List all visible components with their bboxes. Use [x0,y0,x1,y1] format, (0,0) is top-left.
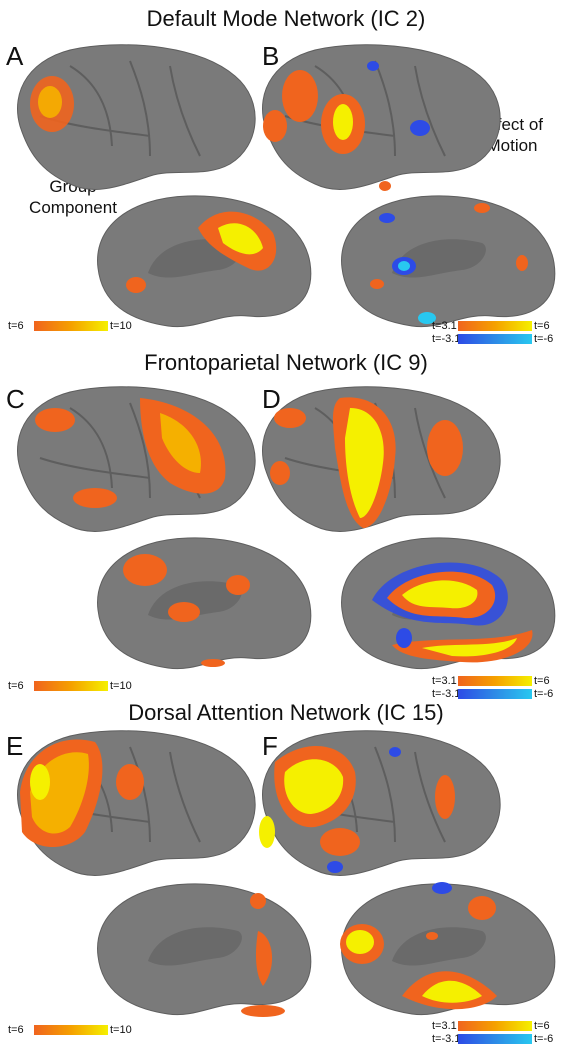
panel-label-c: C [6,384,25,414]
colorbar-pos-max: t=6 [534,1020,550,1033]
brain-lateral-a [17,44,256,190]
section-title-dorsal-attention: Dorsal Attention Network (IC 15) [128,700,444,725]
colorbar-max: t=10 [110,1024,132,1037]
colorbar-min: t=6 [8,680,24,693]
panel-label-e: E [6,731,24,761]
colorbar-neg-min: t=-3.1 [432,1033,461,1046]
colorbar-neg-max: t=-6 [534,333,554,346]
brain-medial-a [97,195,312,328]
panel-label-f: F [262,731,278,761]
brain-medial-b [341,195,556,328]
brain-medial-d [341,537,556,670]
brain-medial-c [97,537,312,670]
colorbar-neg-min: t=-3.1 [432,333,461,346]
panel-label-d: D [262,384,281,414]
colorbar-pos-max: t=6 [534,675,550,688]
colorbar-neg-max: t=-6 [534,1033,554,1046]
brain-lateral-f [259,730,501,876]
brain-lateral-d [262,386,501,532]
note-line: Component [29,198,117,217]
panel-label-b: B [262,41,280,71]
colorbar-max: t=10 [110,680,132,693]
colorbar-pos-min: t=3.1 [432,1020,457,1033]
colorbar-min: t=6 [8,320,24,333]
note-line: Motion [486,136,538,155]
section-title-frontoparietal: Frontoparietal Network (IC 9) [144,350,428,375]
brain-medial-e [97,883,312,1017]
colorbar-neg-max: t=-6 [534,688,554,701]
brain-lateral-b [262,44,501,191]
brain-medial-f [340,882,556,1016]
colorbar-pos-min: t=3.1 [432,320,457,333]
colorbar-pos-max: t=6 [534,320,550,333]
section-title-dmn: Default Mode Network (IC 2) [146,6,426,31]
colorbar-pos-min: t=3.1 [432,675,457,688]
brain-lateral-c [17,386,256,532]
colorbar-max: t=10 [110,320,132,333]
panel-label-a: A [6,41,24,71]
colorbar-min: t=6 [8,1024,24,1037]
brain-lateral-e [17,730,256,876]
colorbar-neg-min: t=-3.1 [432,688,461,701]
